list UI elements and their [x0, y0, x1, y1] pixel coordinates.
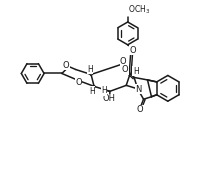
Text: H: H	[101, 86, 106, 95]
Text: H: H	[132, 66, 138, 75]
Text: H: H	[89, 87, 94, 96]
Text: O: O	[136, 105, 143, 114]
Text: O: O	[62, 61, 69, 70]
Text: N: N	[134, 85, 141, 94]
Text: O: O	[121, 65, 128, 74]
Text: OH: OH	[102, 94, 115, 103]
Text: O: O	[129, 46, 136, 55]
Text: OCH$_3$: OCH$_3$	[128, 3, 150, 16]
Text: H: H	[87, 65, 93, 74]
Text: O: O	[119, 57, 126, 66]
Text: O: O	[75, 78, 82, 87]
